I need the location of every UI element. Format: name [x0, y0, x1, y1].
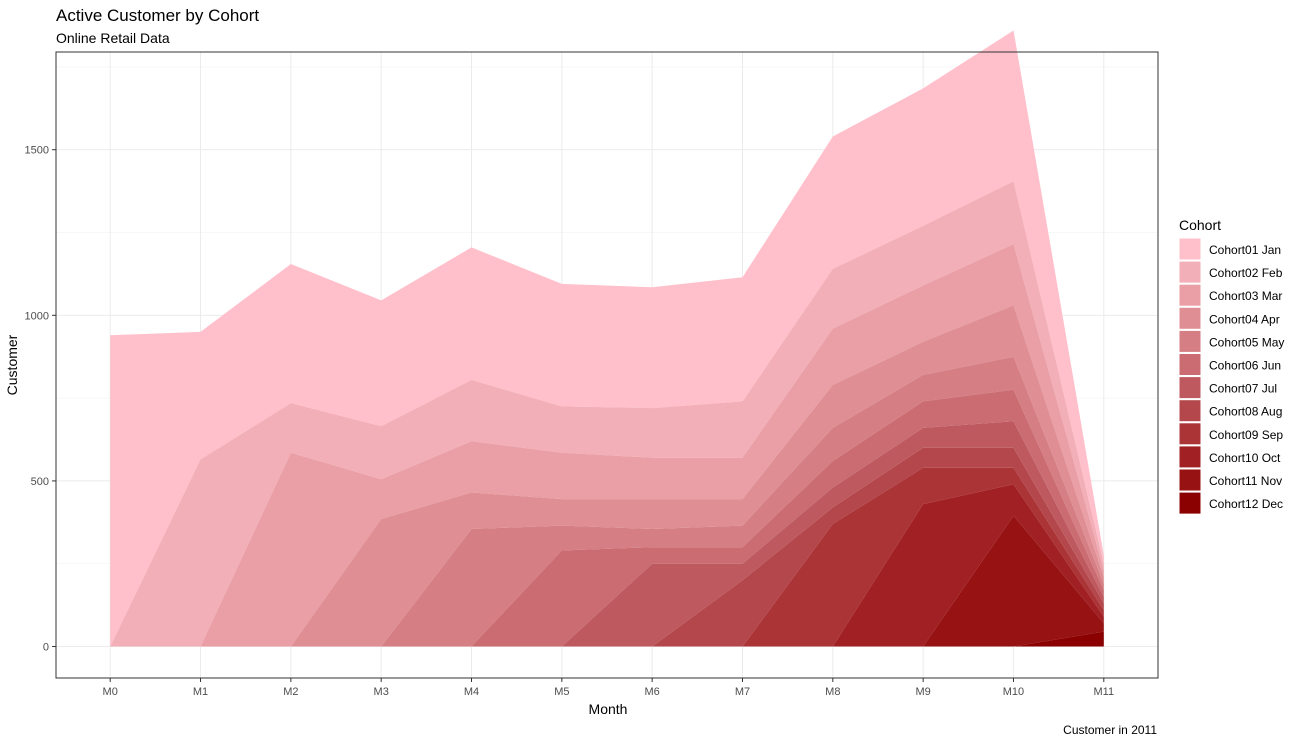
legend-label: Cohort05 May: [1209, 335, 1284, 349]
area-cohort09-sep: [110, 467, 1104, 647]
legend-label: Cohort03 Mar: [1209, 289, 1282, 303]
area-cohort05-may: [110, 356, 1104, 647]
legend-label: Cohort07 Jul: [1209, 382, 1277, 396]
x-tick-label: M7: [735, 686, 750, 698]
panel-border: [55, 51, 1159, 679]
area-cohort02-feb: [110, 181, 1104, 647]
area-cohort01-jan: [110, 30, 1104, 647]
y-axis: 0 500 1000 1500: [25, 145, 56, 654]
areas: [110, 30, 1104, 647]
legend-label: Cohort08 Aug: [1209, 405, 1282, 419]
chart-title: Active Customer by Cohort: [56, 6, 259, 25]
chart-subtitle: Online Retail Data: [56, 30, 170, 46]
legend-label: Cohort12 Dec: [1209, 497, 1283, 511]
legend-key: [1178, 237, 1202, 261]
plot-panel: [55, 30, 1159, 679]
x-tick-label: M9: [916, 686, 931, 698]
y-tick-label: 500: [31, 476, 49, 488]
x-tick-label: M1: [193, 686, 208, 698]
legend-key: [1178, 445, 1202, 469]
legend-label: Cohort10 Oct: [1209, 451, 1281, 465]
x-tick-label: M2: [283, 686, 298, 698]
area-cohort10-oct: [110, 484, 1104, 647]
legend-label: Cohort01 Jan: [1209, 243, 1281, 257]
area-cohort07-jul: [110, 421, 1104, 647]
area-cohort08-aug: [110, 447, 1104, 647]
y-tick-label: 1500: [25, 145, 49, 157]
x-tick-label: M5: [554, 686, 569, 698]
y-tick-label: 1000: [25, 310, 49, 322]
legend-title: Cohort: [1179, 217, 1221, 233]
legend-key: [1178, 329, 1202, 353]
x-tick-label: M3: [374, 686, 389, 698]
y-axis-title: Customer: [4, 334, 20, 395]
legend-key: [1178, 468, 1202, 492]
x-tick-label: M10: [1003, 686, 1024, 698]
area-cohort04-apr: [110, 305, 1104, 647]
legend-key: [1178, 283, 1202, 307]
legend-key: [1178, 353, 1202, 376]
x-tick-label: M8: [825, 686, 840, 698]
x-tick-label: M4: [464, 686, 479, 698]
legend-label: Cohort04 Apr: [1209, 312, 1280, 326]
legend-key: [1178, 376, 1202, 400]
legend-key: [1178, 399, 1202, 423]
legend-label: Cohort11 Nov: [1209, 474, 1282, 488]
x-tick-label: M6: [645, 686, 660, 698]
legend-label: Cohort09 Sep: [1209, 428, 1283, 442]
legend-key: [1178, 306, 1202, 330]
area-cohort03-mar: [110, 244, 1104, 647]
x-axis: M0 M1 M2 M3 M4 M5 M6 M7 M8 M9 M10 M11: [103, 678, 1115, 698]
y-tick-label: 0: [43, 642, 49, 654]
area-cohort06-jun: [110, 389, 1104, 647]
legend-key: [1178, 260, 1202, 284]
x-axis-title: Month: [589, 701, 628, 717]
legend-label: Cohort02 Feb: [1209, 266, 1283, 280]
area-cohort11-nov: [110, 515, 1104, 647]
legend-key: [1178, 491, 1202, 515]
caption: Customer in 2011: [1063, 723, 1157, 737]
x-tick-label: M11: [1094, 686, 1115, 698]
legend: Cohort Cohort01 Jan Cohort02 Feb Cohort03 …: [1178, 217, 1284, 515]
legend-key: [1178, 422, 1202, 446]
legend-label: Cohort06 Jun: [1209, 359, 1281, 373]
x-tick-label: M0: [103, 686, 118, 698]
